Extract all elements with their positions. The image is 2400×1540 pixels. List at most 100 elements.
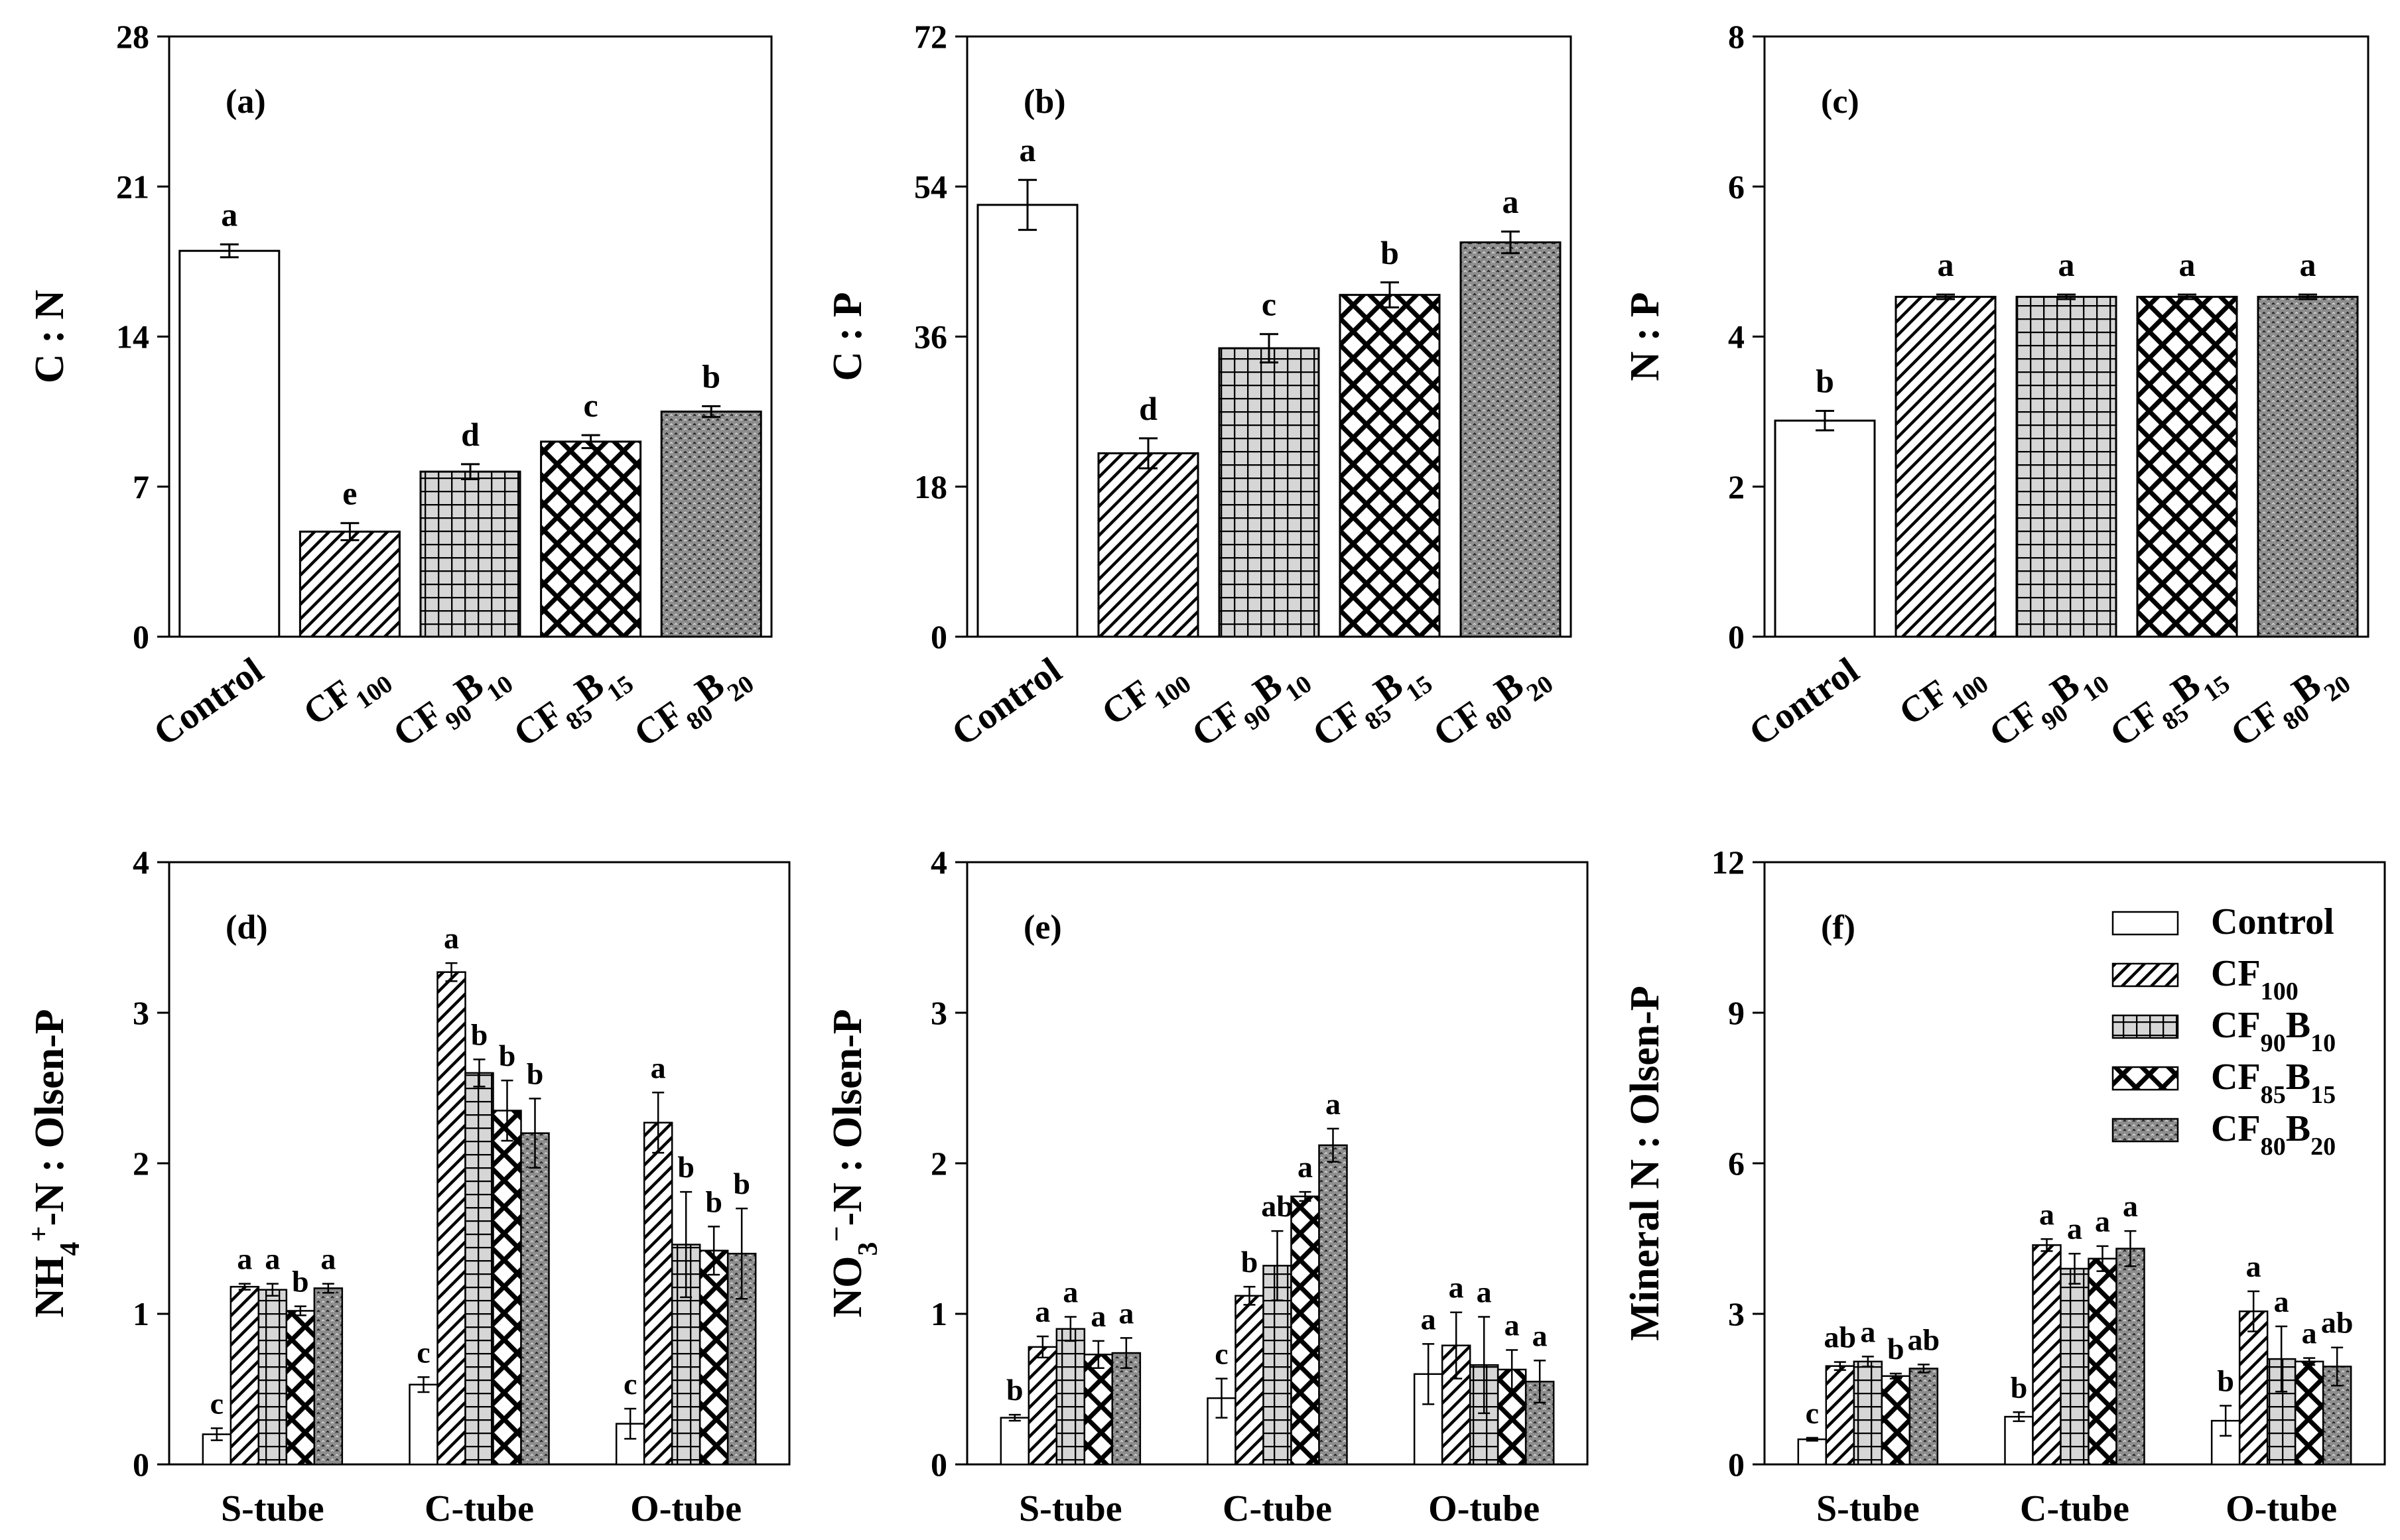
y-tick-label: 6: [1728, 168, 1745, 205]
error-bar: [2013, 1411, 2025, 1423]
x-tick-label: C-tube: [425, 1488, 534, 1529]
significance-letter: a: [1020, 131, 1036, 168]
significance-letter: a: [2123, 1189, 2138, 1223]
error-bar: [2275, 1325, 2288, 1393]
x-tick-label: CF100: [1095, 650, 1196, 743]
bar-CF85B15-S-tube: [285, 1310, 316, 1466]
legend-label: CF80B20: [2211, 1108, 2336, 1161]
y-axis-title: NO3−-N : Olsen-P: [821, 1009, 884, 1317]
significance-letter: e: [342, 475, 357, 512]
error-bar: [2178, 293, 2196, 300]
significance-letter: b: [1241, 1245, 1258, 1279]
y-tick-label: 54: [914, 168, 947, 205]
x-tick-label: CF90B10: [1982, 650, 2114, 765]
error-bar: [2247, 1290, 2260, 1332]
significance-letter: a: [1325, 1087, 1341, 1121]
x-tick-label: CF80B20: [1426, 650, 1558, 765]
bar-CF80B20-C-tube: [520, 1132, 550, 1466]
legend-swatch: [2111, 1066, 2179, 1091]
y-tick-label: 0: [1728, 618, 1745, 655]
x-tick-label: CF80B20: [2224, 650, 2356, 765]
significance-letter: a: [2095, 1204, 2110, 1238]
bar-CF90B10-S-tube: [1853, 1360, 1883, 1466]
bar-CF100-S-tube: [230, 1285, 260, 1466]
error-bar: [702, 405, 721, 418]
bar-CF80B20: [2257, 296, 2359, 638]
significance-letter: a: [320, 1242, 336, 1276]
y-tick-label: 36: [914, 318, 947, 355]
error-bar: [2331, 1346, 2344, 1387]
significance-letter: a: [651, 1051, 666, 1084]
error-bar: [736, 1207, 748, 1300]
panel-label: (e): [1024, 909, 1062, 946]
bar-Control: [976, 204, 1079, 638]
bar-Control-C-tube: [2004, 1415, 2034, 1466]
legend-item: CF90B10: [2111, 1005, 2336, 1057]
significance-letter: a: [1063, 1275, 1078, 1309]
y-tick-label: 0: [931, 1446, 947, 1483]
significance-letter: b: [1816, 362, 1834, 399]
error-bar: [652, 1092, 665, 1154]
bar-CF85B15-O-tube: [2294, 1360, 2324, 1466]
significance-letter: c: [583, 387, 598, 424]
error-bar: [1018, 178, 1037, 231]
error-bar: [445, 962, 458, 982]
bar-CF85B15-S-tube: [1083, 1354, 1114, 1466]
x-tick-label: O-tube: [630, 1488, 742, 1529]
error-bar: [1036, 1335, 1049, 1359]
error-bar: [1501, 230, 1520, 255]
significance-letter: a: [1860, 1315, 1875, 1348]
error-bar: [1833, 1361, 1846, 1371]
significance-letter: a: [1118, 1296, 1134, 1330]
bar-CF85B15-O-tube: [699, 1250, 729, 1466]
bar-CF90B10-C-tube: [464, 1072, 494, 1466]
x-tick-label: Control: [1742, 650, 1867, 754]
bar-CF85B15: [1339, 294, 1441, 638]
significance-letter: a: [1532, 1318, 1548, 1352]
error-bar: [1816, 409, 1834, 432]
error-bar: [461, 463, 480, 480]
bar-Control-S-tube: [1797, 1438, 1828, 1466]
error-bar: [2057, 293, 2076, 300]
error-bar: [210, 1427, 223, 1441]
bar-CF90B10: [419, 470, 521, 638]
y-tick-label: 12: [1711, 844, 1745, 881]
bar-CF85B15-C-tube: [2088, 1257, 2117, 1466]
y-tick-label: 9: [1728, 994, 1745, 1031]
significance-letter: b: [1006, 1373, 1024, 1407]
error-bar: [1861, 1356, 1874, 1368]
error-bar: [501, 1079, 513, 1142]
error-bar: [1450, 1311, 1463, 1380]
x-tick-label: O-tube: [1428, 1488, 1540, 1529]
error-bar: [417, 1376, 430, 1393]
significance-letter: b: [499, 1039, 516, 1072]
error-bar: [1380, 281, 1399, 309]
x-tick-label: CF100: [1892, 650, 1993, 743]
y-tick-label: 2: [133, 1145, 149, 1182]
error-bar: [1008, 1413, 1021, 1422]
y-tick-label: 4: [1728, 318, 1745, 355]
significance-letter: a: [1091, 1299, 1106, 1333]
bar-CF80B20-S-tube: [1111, 1352, 1142, 1466]
error-bar: [1092, 1340, 1104, 1369]
bar-CF85B15: [540, 440, 642, 638]
legend-swatch: [2111, 1014, 2179, 1039]
error-bar: [1806, 1437, 1818, 1442]
significance-letter: c: [417, 1335, 430, 1369]
panel-label: (c): [1821, 83, 1859, 121]
y-tick-label: 21: [116, 168, 149, 205]
error-bar: [220, 243, 239, 259]
significance-letter: a: [2039, 1197, 2054, 1231]
error-bar: [1243, 1285, 1256, 1306]
error-bar: [680, 1190, 693, 1299]
significance-letter: b: [1380, 234, 1399, 271]
significance-letter: a: [1035, 1295, 1050, 1328]
y-tick-label: 4: [931, 844, 947, 881]
significance-letter: b: [733, 1167, 750, 1200]
bar-CF80B20: [660, 411, 762, 638]
error-bar: [1064, 1316, 1077, 1342]
significance-letter: b: [292, 1265, 309, 1299]
chart-panel-b: 0 18 36 54 72 (b) C : P a Control d CF100 c CF90B10 b…: [825, 18, 1572, 765]
bar-CF100-S-tube: [1825, 1365, 1855, 1466]
